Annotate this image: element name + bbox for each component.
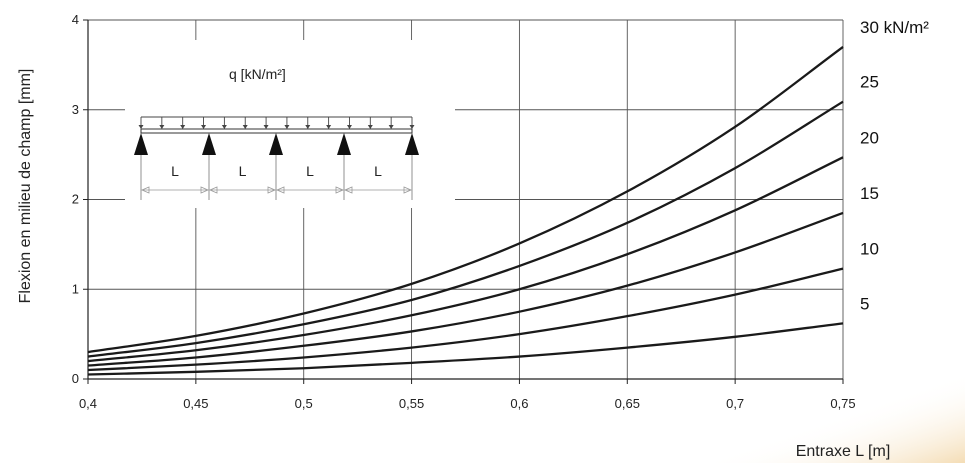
load-arrowhead — [346, 125, 352, 129]
support-triangle — [337, 133, 351, 155]
span-label: L — [306, 163, 314, 179]
dimension-arrow — [335, 186, 345, 194]
inset-background — [125, 40, 455, 208]
support-triangle — [405, 133, 419, 155]
y-tick-label: 4 — [72, 12, 79, 27]
load-arrowhead — [180, 125, 186, 129]
span-label: L — [171, 163, 179, 179]
series — [87, 46, 844, 376]
load-arrowhead — [409, 125, 415, 129]
load-arrowhead — [159, 125, 165, 129]
load-arrowhead — [326, 125, 332, 129]
series-labels: 5 10 15 20 25 30 kN/m² — [860, 18, 929, 313]
series-label: 5 — [860, 294, 869, 313]
series-line — [87, 156, 844, 363]
y-tick-label: 0 — [72, 371, 79, 386]
load-arrowhead — [284, 125, 290, 129]
series-line — [87, 46, 844, 354]
support-triangle — [202, 133, 216, 155]
load-arrowhead — [201, 125, 207, 129]
beam-diagram-inset: q [kN/m²] L L L L — [125, 40, 455, 208]
x-tick-label: 0,55 — [399, 396, 424, 411]
load-arrowhead — [305, 125, 311, 129]
load-arrowhead — [138, 125, 144, 129]
beam — [140, 128, 413, 134]
x-tick-label: 0,4 — [79, 396, 97, 411]
y-axis-title: Flexion en milieu de champ [mm] — [17, 69, 34, 304]
load-label: q [kN/m²] — [229, 66, 286, 82]
series-label: 20 — [860, 128, 879, 147]
series-label: 30 kN/m² — [860, 18, 929, 37]
support-triangle — [134, 133, 148, 155]
x-tick-label: 0,5 — [295, 396, 313, 411]
load-arrowhead — [388, 125, 394, 129]
series-line — [87, 100, 844, 358]
load-arrowhead — [242, 125, 248, 129]
dimension-arrow — [200, 186, 210, 194]
series-label: 25 — [860, 73, 879, 92]
dimension-arrow — [343, 186, 353, 194]
x-axis-title: Entraxe L [m] — [796, 443, 891, 460]
series-label: 10 — [860, 240, 879, 259]
x-tick-label: 0,75 — [830, 396, 855, 411]
support-triangle — [269, 133, 283, 155]
y-tick-label: 3 — [72, 102, 79, 117]
series-line — [87, 211, 844, 367]
load-arrowhead — [221, 125, 227, 129]
load-arrowhead — [263, 125, 269, 129]
dimension-arrow — [403, 186, 413, 194]
x-tick-label: 0,45 — [183, 396, 208, 411]
x-tick-label: 0,6 — [510, 396, 528, 411]
series-line — [87, 267, 844, 372]
dimension-arrow — [267, 186, 277, 194]
span-label: L — [239, 163, 247, 179]
y-tick-label: 2 — [72, 192, 79, 207]
dimension-arrow — [275, 186, 285, 194]
y-tick-label: 1 — [72, 281, 79, 296]
series-line — [87, 322, 844, 376]
dimension-arrow — [140, 186, 150, 194]
load-arrowhead — [367, 125, 373, 129]
x-tick-labels: 0,4 0,45 0,5 0,55 0,6 0,65 0,7 0,75 — [79, 379, 856, 411]
dimension-arrow — [208, 186, 218, 194]
span-label: L — [374, 163, 382, 179]
series-label: 15 — [860, 184, 879, 203]
y-tick-labels: 0 1 2 3 4 — [72, 12, 88, 386]
x-tick-label: 0,65 — [615, 396, 640, 411]
x-tick-label: 0,7 — [726, 396, 744, 411]
